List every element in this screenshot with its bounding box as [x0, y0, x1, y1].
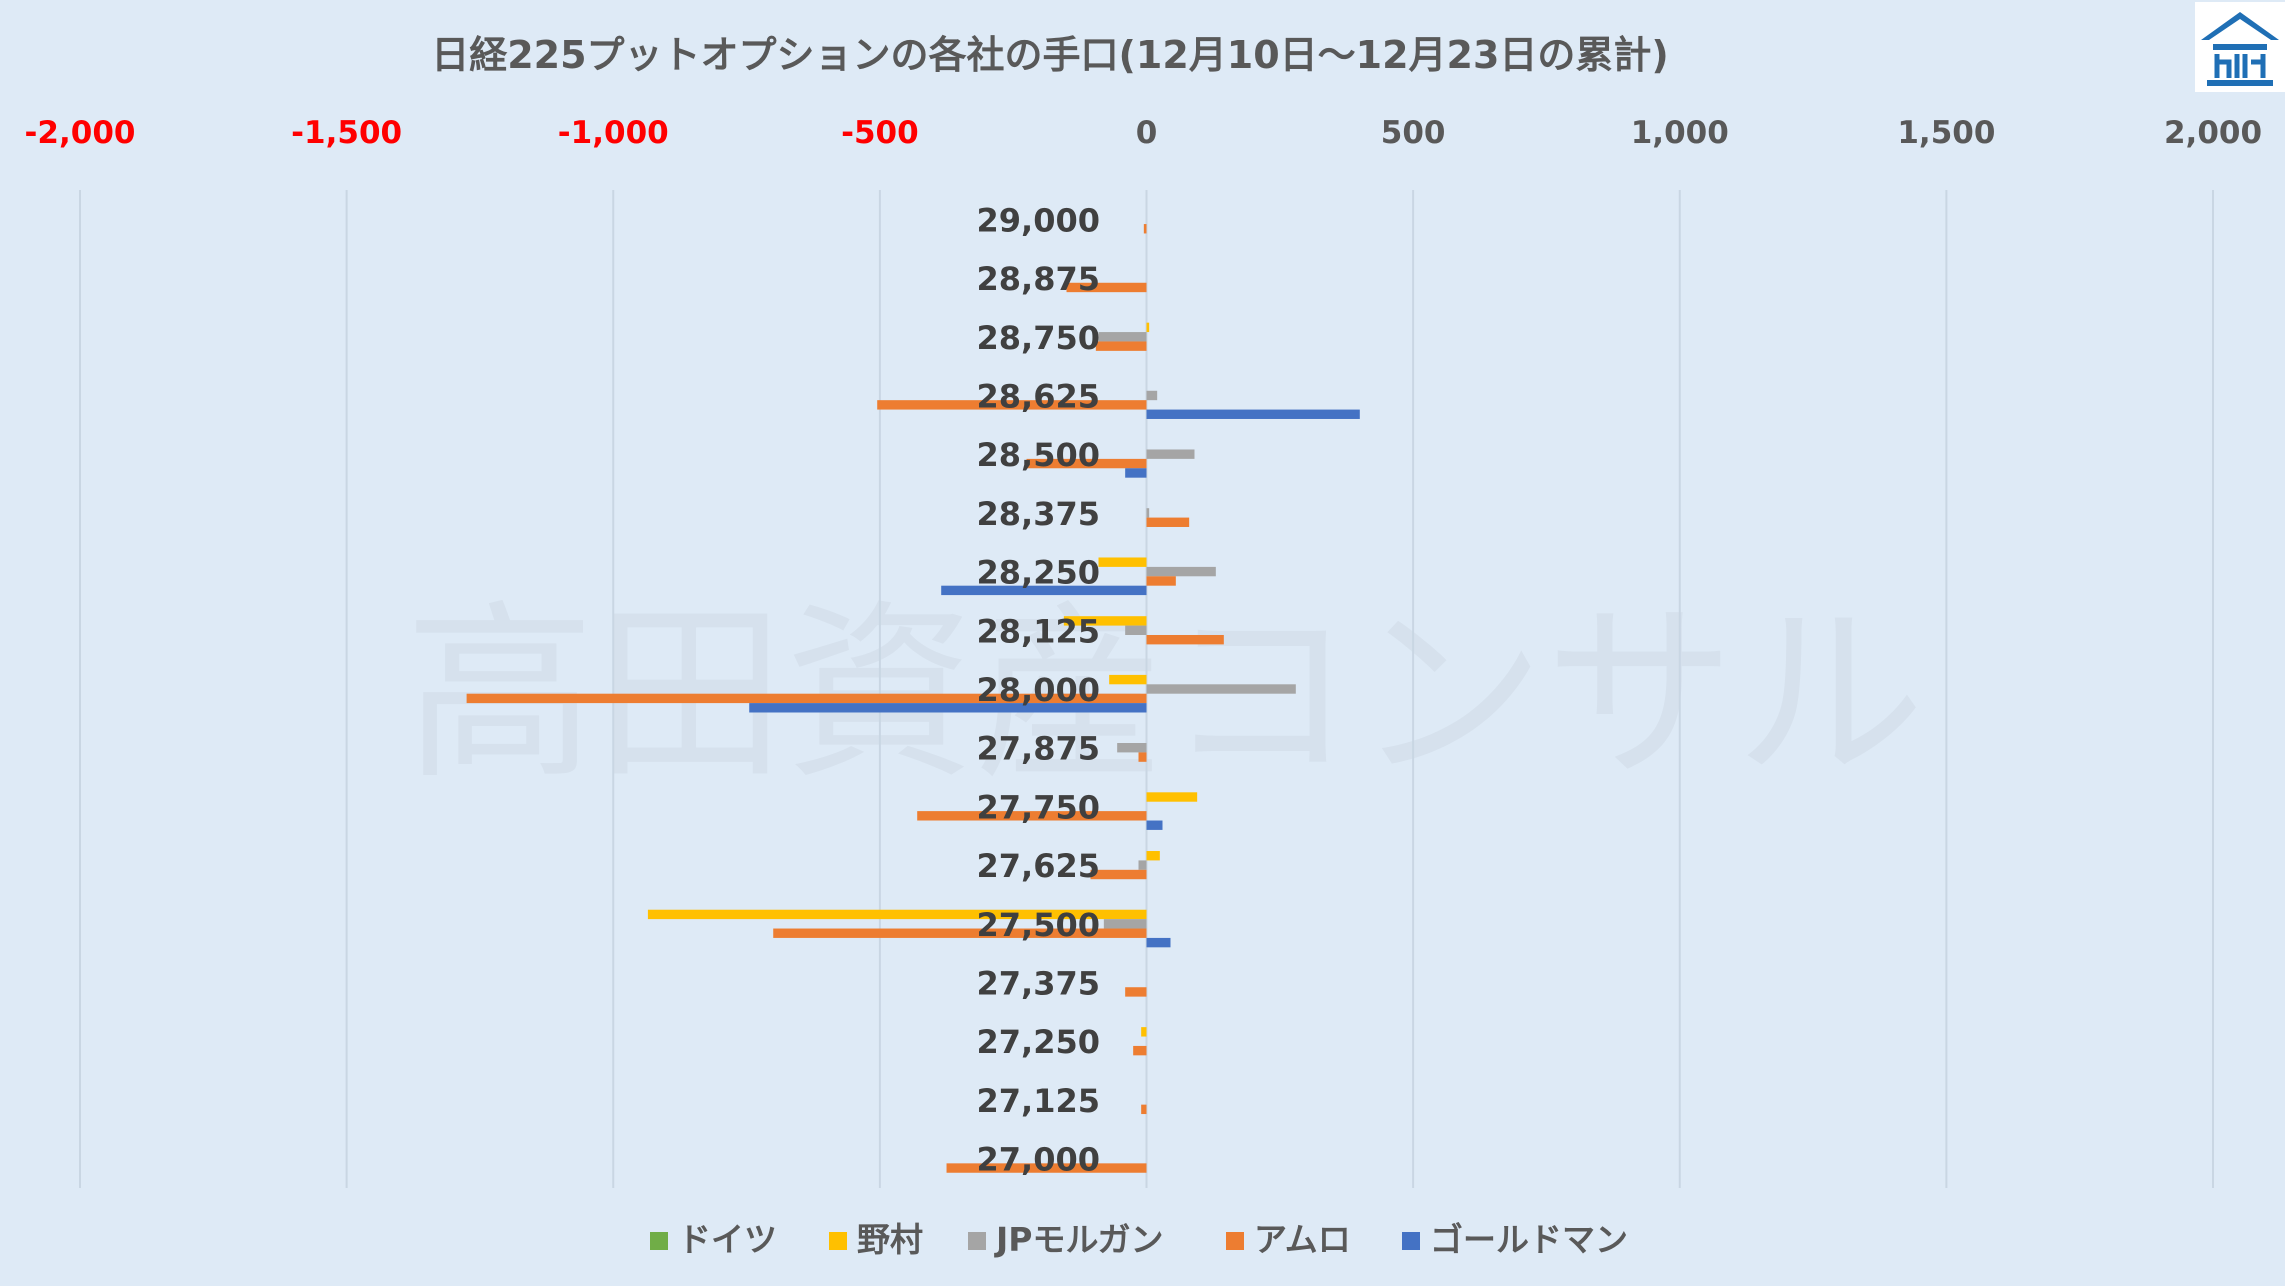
bar [1141, 1027, 1147, 1037]
x-tick-label: -1,500 [291, 115, 402, 151]
beam-icon [2213, 44, 2267, 50]
x-tick-label: 1,000 [1631, 115, 1729, 151]
bar [1138, 860, 1147, 870]
category-label: 27,875 [977, 730, 1100, 768]
bar [946, 1163, 1147, 1173]
bar [1146, 684, 1296, 694]
bar [1146, 851, 1160, 861]
bar [1125, 987, 1147, 997]
category-label: 29,000 [977, 201, 1100, 239]
bar [1098, 332, 1147, 342]
bar [1138, 752, 1147, 762]
category-label: 28,750 [977, 319, 1100, 357]
bar [1141, 1104, 1147, 1115]
bar [773, 928, 1147, 938]
bar [1090, 869, 1147, 880]
x-tick-label: 500 [1381, 115, 1446, 151]
category-label: 28,375 [977, 495, 1100, 533]
bar [1146, 937, 1171, 948]
bar [647, 909, 1147, 920]
category-label: 27,250 [977, 1023, 1100, 1061]
pillars-icon [2214, 54, 2266, 78]
bar [1103, 919, 1147, 929]
bar [1133, 1045, 1147, 1056]
x-tick-label: -500 [841, 115, 919, 151]
legend-swatch [1226, 1232, 1244, 1250]
chart-title: 日経225プットオプションの各社の手口(12月10日～12月23日の累計) [431, 33, 1669, 77]
bar [1146, 792, 1198, 802]
bar [1146, 517, 1190, 527]
legend-label: ドイツ [678, 1220, 777, 1259]
category-label: 27,500 [977, 906, 1100, 944]
x-tick-label: 2,000 [2164, 115, 2262, 151]
category-label: 28,625 [977, 377, 1100, 415]
bar [941, 585, 1147, 596]
logo [2195, 2, 2285, 92]
bar [1146, 566, 1216, 577]
bar [1125, 625, 1147, 635]
bar [1143, 224, 1147, 234]
legend-swatch [829, 1232, 847, 1250]
bar [1066, 282, 1147, 293]
bar [1146, 634, 1224, 645]
legend-swatch [650, 1232, 668, 1250]
bar [1117, 743, 1147, 753]
x-tick-label: -1,000 [558, 115, 669, 151]
bar [1109, 674, 1147, 685]
bar [1095, 341, 1147, 351]
legend-label: JPモルガン [994, 1220, 1163, 1259]
legend-label: 野村 [857, 1220, 923, 1259]
bar [749, 703, 1147, 713]
legend-swatch [968, 1232, 986, 1250]
bar [1026, 458, 1147, 469]
bar [877, 400, 1147, 410]
bar [917, 811, 1147, 821]
category-label: 27,000 [977, 1141, 1100, 1179]
x-tick-label: 0 [1136, 115, 1158, 151]
bar [1146, 508, 1150, 518]
category-label: 28,250 [977, 554, 1100, 592]
bar [1146, 449, 1195, 459]
base-icon [2207, 80, 2273, 86]
category-label: 27,375 [977, 965, 1100, 1003]
category-labels: 29,000 28,875 28,750 28,625 28,500 28,375 28,2… [977, 201, 1100, 1178]
bar [466, 693, 1147, 704]
category-label: 28,500 [977, 436, 1100, 474]
bar [1146, 322, 1150, 333]
bar [1098, 557, 1147, 567]
bar [1063, 616, 1147, 626]
x-tick-label: -2,000 [25, 115, 136, 151]
bar [1146, 576, 1176, 586]
grid [79, 190, 2214, 1188]
category-label: 28,875 [977, 260, 1100, 298]
bar [1146, 409, 1360, 419]
bars [466, 224, 1360, 1173]
bar [1146, 820, 1163, 830]
legend-swatch [1402, 1232, 1420, 1250]
category-label: 28,000 [977, 671, 1100, 709]
legend: ドイツ 野村 JPモルガン アムロ ゴールドマン [650, 1220, 1628, 1259]
category-label: 27,750 [977, 788, 1100, 826]
bar [1146, 390, 1158, 401]
bar [1125, 468, 1147, 478]
x-tick-label: 1,500 [1897, 115, 1995, 151]
category-label: 27,125 [977, 1082, 1100, 1120]
legend-label: ゴールドマン [1430, 1220, 1628, 1259]
category-label: 27,625 [977, 847, 1100, 885]
legend-label: アムロ [1254, 1220, 1351, 1259]
roof-icon [2201, 12, 2279, 40]
category-label: 28,125 [977, 612, 1100, 650]
x-axis: -2,000 -1,500 -1,000 -500 0 500 1,000 1,500 2,00… [25, 115, 2262, 151]
